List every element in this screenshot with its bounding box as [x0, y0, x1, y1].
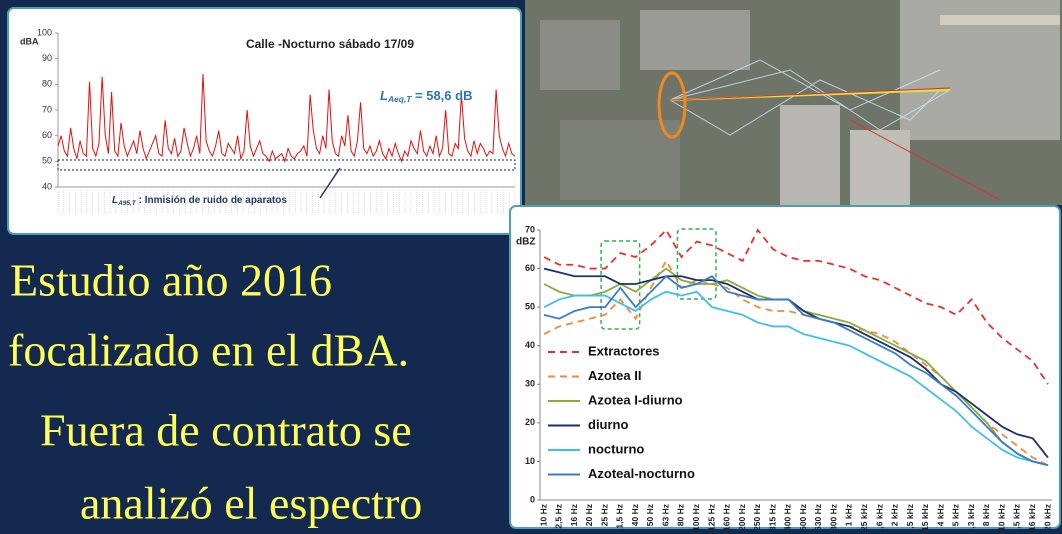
- x-tick-label: 12,5 Hz: [554, 504, 564, 529]
- x-tick-label: 8 kHz: [981, 504, 991, 526]
- slide-text-group: Estudio año 2016 focalizado en el dBA. Fue…: [8, 255, 422, 529]
- slide-text: Fuera de contrato se: [40, 405, 412, 456]
- legend-label: nocturno: [588, 441, 644, 456]
- y-tick-label: 70: [42, 104, 52, 114]
- y-tick-label: 80: [42, 79, 52, 89]
- y-tick-label: 10: [525, 456, 535, 466]
- slide-text: Estudio año 2016: [10, 255, 332, 306]
- y-axis-label: dBZ: [516, 237, 535, 248]
- slide: {"chart_data": [ {"type": "line", "title…: [0, 0, 1062, 529]
- annotation: LA95,T : Inmisión de ruido de aparatos: [112, 195, 287, 207]
- annotation-symbol: L: [380, 88, 388, 103]
- x-tick-label: 10 Hz: [538, 504, 548, 526]
- y-tick-label: 70: [525, 224, 535, 234]
- x-tick-label: 200 Hz: [737, 504, 747, 529]
- x-tick-label: 40 Hz: [630, 504, 640, 526]
- x-tick-label: 800 Hz: [828, 504, 838, 529]
- x-tick-label: 16 kHz: [1027, 504, 1037, 529]
- x-tick-label: 31,5 Hz: [615, 504, 625, 529]
- x-tick-label: 4 kHz: [935, 504, 945, 526]
- annotation-text: = 58,6 dB: [411, 88, 472, 103]
- x-tick-label: 400 Hz: [783, 504, 793, 529]
- x-tick-label: 250 Hz: [752, 504, 762, 529]
- x-tick-label: 12,5 kHz: [1012, 504, 1022, 529]
- x-tick-label: 100 Hz: [691, 504, 701, 529]
- x-tick-label: 6,3 kHz: [966, 504, 976, 529]
- y-tick-label: 0: [530, 494, 535, 504]
- annotation-text: : Inmisión de ruido de aparatos: [136, 195, 288, 206]
- x-tick-label: 20 kHz: [1042, 504, 1052, 529]
- y-tick-label: 100: [37, 27, 52, 37]
- x-tick-label: 125 Hz: [706, 504, 716, 529]
- y-tick-label: 40: [525, 340, 535, 350]
- annotation-subscript: A95,T: [117, 200, 137, 207]
- aerial-photo: [525, 0, 1062, 205]
- x-tick-label: 630 Hz: [813, 504, 823, 529]
- y-tick-label: 50: [525, 302, 535, 312]
- x-tick-label: 3,15 kHz: [920, 504, 930, 529]
- legend-label: Azotea II: [588, 368, 641, 383]
- y-tick-label: 20: [525, 417, 535, 427]
- x-tick-label: 1 kHz: [844, 504, 854, 526]
- legend-label: Extractores: [588, 343, 660, 358]
- x-tick-label: 500 Hz: [798, 504, 808, 529]
- x-tick-label: 80 Hz: [676, 504, 686, 526]
- x-tick-label: 63 Hz: [660, 504, 670, 526]
- x-tick-label: 5 kHz: [951, 504, 961, 526]
- x-tick-label: 16 Hz: [569, 504, 579, 526]
- y-tick-label: 60: [525, 263, 535, 273]
- y-tick-label: 60: [42, 130, 52, 140]
- legend-label: Azoteal-nocturno: [588, 466, 695, 481]
- x-tick-label: 50 Hz: [645, 504, 655, 526]
- slide-canvas: 405060708090100dBACalle -Nocturno sábado…: [0, 0, 1062, 529]
- x-tick-label: 160 Hz: [722, 504, 732, 529]
- x-tick-label: 1,25 kHz: [859, 504, 869, 529]
- y-tick-label: 30: [525, 379, 535, 389]
- x-tick-label: 10 kHz: [996, 504, 1006, 529]
- x-tick-label: 25 Hz: [599, 504, 609, 526]
- x-tick-label: 2,5 kHz: [905, 504, 915, 529]
- x-tick-label: 1,6 kHz: [874, 504, 884, 529]
- legend-label: diurno: [588, 417, 628, 432]
- x-tick-label: 2 kHz: [890, 504, 900, 526]
- legend-label: Azotea I-diurno: [588, 392, 683, 407]
- slide-text: focalizado en el dBA.: [8, 325, 409, 376]
- annotation-subscript: Aeq,T: [387, 94, 412, 104]
- slide-text: analizó el espectro: [80, 478, 422, 529]
- x-tick-label: 20 Hz: [584, 504, 594, 526]
- chart-title: Calle -Nocturno sábado 17/09: [246, 37, 414, 51]
- y-axis-label: dBA: [20, 36, 39, 46]
- y-tick-label: 40: [42, 181, 52, 191]
- y-tick-label: 50: [42, 156, 52, 166]
- y-tick-label: 90: [42, 53, 52, 63]
- x-tick-label: 315 Hz: [767, 504, 777, 529]
